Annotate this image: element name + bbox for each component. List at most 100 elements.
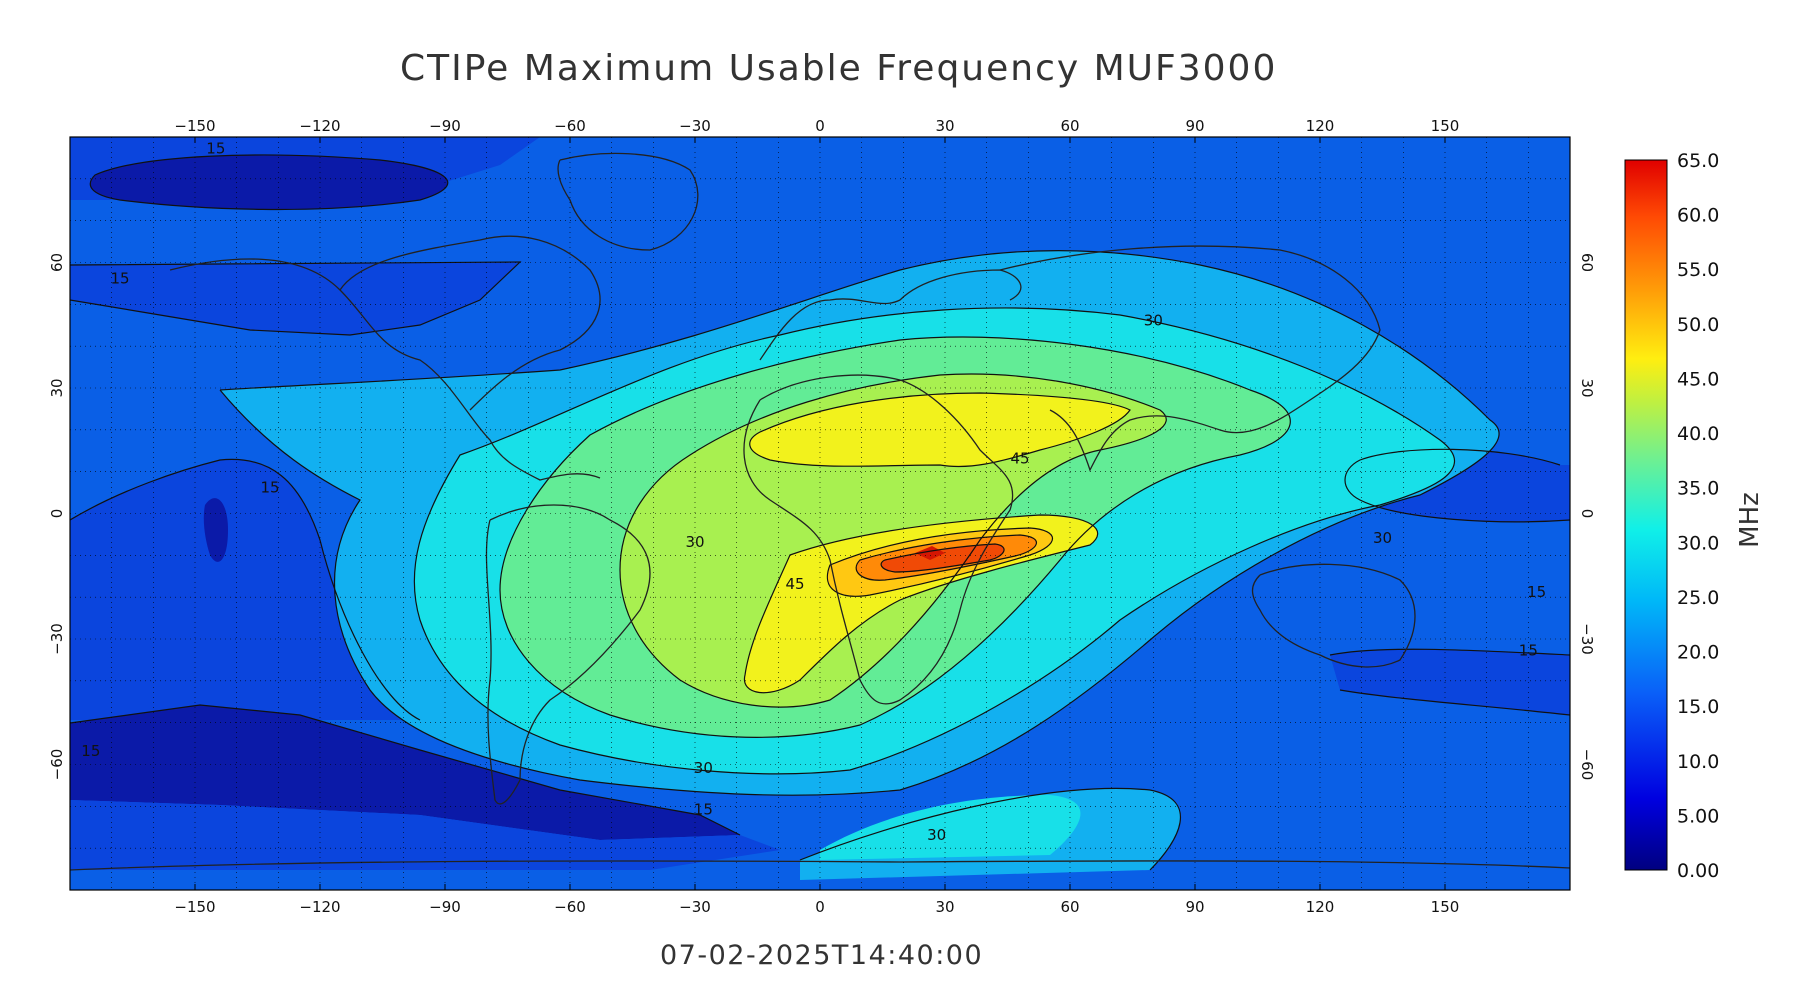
contour-line-layer — [70, 154, 1570, 871]
colorbar-tick-label: 10.0 — [1677, 751, 1719, 773]
colorbar: 65.0 60.0 55.0 50.0 45.0 40.0 35.0 30.0 25.0 20.0… — [1624, 150, 1719, 882]
colorbar-gradient — [1624, 159, 1668, 871]
lat-tick-label-left: 0 — [48, 509, 66, 519]
timestamp-label: 07-02-2025T14:40:00 — [660, 940, 984, 971]
lon-tick-label-bottom: 120 — [1306, 898, 1335, 916]
contour-band-5-north-core — [90, 155, 448, 210]
lat-tick-label-right: −60 — [1578, 749, 1596, 781]
contour-label: 45 — [1010, 449, 1029, 467]
map-axes: −150 −150 −120 −120 −90 −90 −60 −60 −30 −30 0 0 30 30… — [48, 117, 1596, 916]
contour-line-10-east-pacific — [1344, 448, 1570, 523]
contour-line-20 — [219, 250, 1500, 796]
contour-label: 30 — [694, 759, 713, 777]
colorbar-tick-label: 30.0 — [1677, 532, 1719, 554]
lon-tick-label-top: 60 — [1060, 117, 1079, 135]
lon-tick-label-top: 90 — [1185, 117, 1204, 135]
lon-tick-label-top: 30 — [935, 117, 954, 135]
lat-tick-label-left: 30 — [48, 378, 66, 397]
lon-tick-label-top: 120 — [1306, 117, 1335, 135]
contour-line-10-northwest — [70, 261, 522, 336]
coastline-asia — [999, 245, 1381, 472]
contour-band-10-tasman — [1330, 649, 1570, 715]
contour-label: 15 — [206, 140, 225, 158]
lon-tick-label-top: 0 — [815, 117, 825, 135]
lat-tick-label-left: −60 — [48, 749, 66, 781]
lat-tick-label-right: 0 — [1578, 509, 1596, 519]
lon-tick-label-top: −120 — [299, 117, 340, 135]
contour-label: 30 — [927, 826, 946, 844]
contour-band-5-south — [70, 705, 740, 840]
lat-tick-label-left: −30 — [48, 623, 66, 655]
coastline-antarctica — [70, 860, 1570, 871]
colorbar-tick-label: 50.0 — [1677, 314, 1719, 336]
contour-line-55 — [880, 543, 1005, 573]
coastline-layer — [70, 152, 1570, 871]
contour-label: 15 — [1527, 583, 1546, 601]
colorbar-tick-label: 65.0 — [1677, 150, 1719, 172]
contour-line-50 — [855, 534, 1038, 581]
lon-tick-label-bottom: 150 — [1431, 898, 1460, 916]
contour-line-10-pacific — [70, 458, 421, 721]
contour-line-5-south — [70, 704, 741, 836]
contour-line-45 — [826, 527, 1053, 597]
coastline-europe — [759, 269, 1022, 361]
lon-tick-label-bottom: −30 — [679, 898, 711, 916]
contour-labels: 15 15 15 15 30 45 30 45 30 15 15 30 15 30 — [81, 140, 1546, 844]
contour-label: 15 — [1519, 642, 1538, 660]
contour-label: 15 — [110, 269, 129, 287]
coastline-north-america — [169, 235, 601, 481]
contour-band-5-pacific-core — [203, 498, 228, 562]
contour-band-55 — [881, 544, 1005, 572]
colorbar-tick-label: 45.0 — [1677, 368, 1719, 390]
colorbar-tick-label: 40.0 — [1677, 423, 1719, 445]
lon-tick-label-bottom: 90 — [1185, 898, 1204, 916]
coastline-greenland — [557, 152, 699, 251]
contour-line-10-tasman — [1329, 648, 1570, 716]
lon-tick-label-bottom: −60 — [554, 898, 586, 916]
contour-band-10-northwest — [70, 262, 520, 335]
lon-tick-label-bottom: −90 — [429, 898, 461, 916]
lat-tick-label-left: 60 — [48, 253, 66, 272]
contour-band-25-antarctic — [820, 795, 1081, 860]
graticule — [70, 137, 1570, 890]
colorbar-tick-label: 60.0 — [1677, 205, 1719, 227]
lon-tick-label-bottom: 60 — [1060, 898, 1079, 916]
lon-tick-label-top: −60 — [554, 117, 586, 135]
lon-tick-label-bottom: 30 — [935, 898, 954, 916]
contour-label: 15 — [694, 801, 713, 819]
colorbar-tick-label: 25.0 — [1677, 587, 1719, 609]
contour-label: 30 — [1144, 311, 1163, 329]
lon-tick-label-bottom: −150 — [174, 898, 215, 916]
coastline-south-america — [485, 504, 651, 805]
contour-line-40-north — [749, 392, 1131, 468]
contour-label: 30 — [685, 533, 704, 551]
contour-label: 30 — [1373, 529, 1392, 547]
lon-tick-label-bottom: 0 — [815, 898, 825, 916]
contour-label: 15 — [260, 479, 279, 497]
contour-band-40-north — [749, 393, 1130, 467]
lon-tick-label-top: −150 — [174, 117, 215, 135]
colorbar-tick-label: 5.00 — [1677, 805, 1719, 827]
colorbar-tick-label: 35.0 — [1677, 478, 1719, 500]
colorbar-tick-label: 15.0 — [1677, 696, 1719, 718]
colorbar-labels: 65.0 60.0 55.0 50.0 45.0 40.0 35.0 30.0 25.0 20.0… — [1677, 150, 1719, 882]
lon-tick-label-top: −30 — [679, 117, 711, 135]
lon-tick-label-top: −90 — [429, 117, 461, 135]
lat-tick-label-right: −30 — [1578, 623, 1596, 655]
contour-label: 45 — [785, 575, 804, 593]
contour-line-40-south — [743, 514, 1099, 694]
contour-line-25 — [413, 307, 1456, 775]
colorbar-tick-label: 20.0 — [1677, 642, 1719, 664]
colorbar-tick-label: 0.00 — [1677, 860, 1719, 882]
figure-title: CTIPe Maximum Usable Frequency MUF3000 — [400, 48, 1278, 89]
coastline-africa — [743, 374, 1014, 705]
lat-tick-label-right: 30 — [1578, 378, 1596, 397]
lat-tick-label-right: 60 — [1578, 253, 1596, 272]
colorbar-tick-label: 55.0 — [1677, 259, 1719, 281]
contour-band-10-south — [70, 800, 780, 870]
contour-line-10-north — [89, 154, 449, 211]
contour-line-antarctic — [799, 787, 1181, 871]
lon-tick-label-top: 150 — [1431, 117, 1460, 135]
